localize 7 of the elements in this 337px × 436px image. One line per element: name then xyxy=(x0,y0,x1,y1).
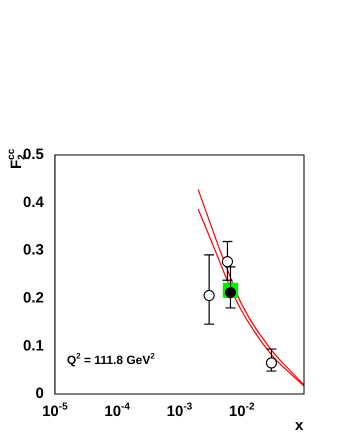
y-tick-label: 0.4 xyxy=(22,194,44,211)
x-axis-title: x xyxy=(295,417,304,434)
y-tick-label: 0.2 xyxy=(22,290,44,307)
y-tick-label: 0 xyxy=(36,385,44,402)
y-tick-label: 0.5 xyxy=(22,146,44,164)
y-tick-label: 0.1 xyxy=(22,337,44,354)
y-tick-label: 0.3 xyxy=(22,242,44,259)
